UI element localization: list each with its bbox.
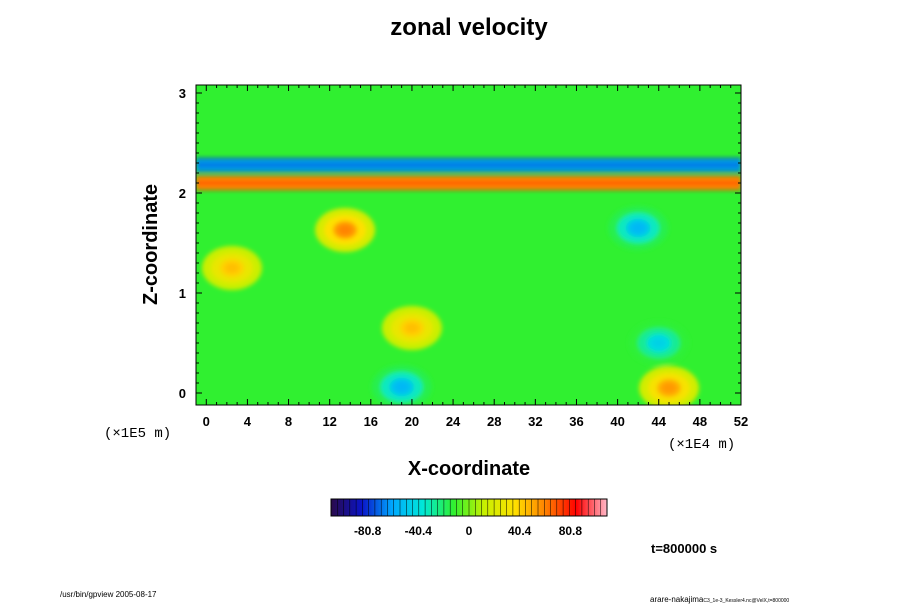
chart-title: zonal velocity bbox=[390, 14, 548, 41]
colorbar-tick-label: 40.4 bbox=[508, 524, 532, 538]
x-tick-label: 48 bbox=[693, 414, 707, 429]
footer-left: /usr/bin/gpview 2005-08-17 bbox=[60, 590, 157, 599]
x-tick-label: 28 bbox=[487, 414, 501, 429]
y-axis-label: Z-coordinate bbox=[140, 183, 162, 305]
field-blob bbox=[631, 223, 646, 233]
x-scale-note: (×1E4 m) bbox=[668, 437, 736, 453]
field-band bbox=[196, 162, 741, 168]
field-blob bbox=[338, 225, 353, 235]
field-blob bbox=[662, 383, 677, 393]
x-tick-label: 40 bbox=[610, 414, 624, 429]
y-tick-label: 2 bbox=[179, 186, 186, 201]
x-tick-label: 32 bbox=[528, 414, 542, 429]
field-blob bbox=[394, 382, 409, 392]
x-tick-label: 52 bbox=[734, 414, 748, 429]
y-tick-label: 1 bbox=[179, 286, 186, 301]
x-tick-label: 0 bbox=[203, 414, 210, 429]
colorbar-tick-label: -80.8 bbox=[354, 524, 382, 538]
footer-right-file: C3_1e-3_Kessler4.nc@VelX,t=800000 bbox=[703, 598, 790, 604]
x-tick-label: 12 bbox=[322, 414, 336, 429]
x-tick-label: 36 bbox=[569, 414, 583, 429]
y-tick-label: 3 bbox=[179, 86, 186, 101]
colorbar-tick-label: 0 bbox=[466, 524, 473, 538]
x-tick-label: 44 bbox=[652, 414, 667, 429]
colorbar-tick-label: -40.4 bbox=[405, 524, 433, 538]
y-scale-note: (×1E5 m) bbox=[104, 426, 172, 442]
field-blob bbox=[404, 323, 419, 333]
x-tick-label: 8 bbox=[285, 414, 292, 429]
x-tick-label: 20 bbox=[405, 414, 419, 429]
colorbar-tick-label: 80.8 bbox=[559, 524, 583, 538]
time-stamp: t=800000 s bbox=[651, 541, 718, 556]
field-blob bbox=[651, 338, 666, 348]
field-band bbox=[196, 180, 741, 186]
field-blob bbox=[224, 263, 239, 273]
x-tick-label: 16 bbox=[364, 414, 378, 429]
plot-frame bbox=[195, 84, 742, 406]
x-axis-label: X-coordinate bbox=[407, 458, 531, 480]
x-tick-label: 24 bbox=[446, 414, 461, 429]
y-tick-label: 0 bbox=[179, 386, 186, 401]
x-tick-label: 4 bbox=[244, 414, 252, 429]
